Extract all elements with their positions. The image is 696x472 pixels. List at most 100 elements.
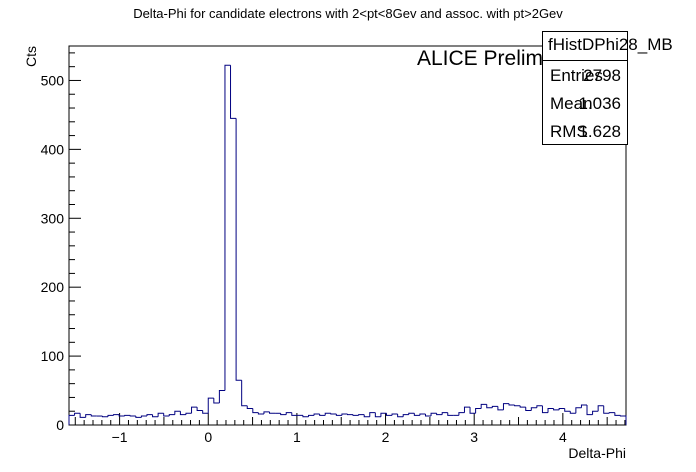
histogram-bin [380, 412, 387, 417]
histogram-bin [218, 390, 225, 403]
histogram-bin [157, 412, 164, 417]
histogram-bin [502, 403, 510, 410]
histogram-bin [140, 415, 147, 418]
histogram-bin [135, 416, 142, 418]
histogram-bin [252, 408, 259, 414]
histogram-bin [447, 412, 454, 416]
histogram-bin [469, 407, 476, 414]
histogram-bin [152, 414, 159, 418]
stats-rms-label: RMS [550, 122, 588, 141]
histogram-bin [246, 405, 253, 409]
histogram-bin [486, 404, 493, 409]
histogram-bin [230, 65, 237, 119]
histogram-bin [191, 406, 198, 414]
x-tick-label: 2 [382, 429, 390, 445]
histogram-bin [347, 413, 354, 416]
x-axis: −1 0 1 2 3 4 [74, 413, 626, 445]
histogram-bin [324, 412, 331, 416]
plot-border [68, 45, 627, 426]
histogram-bin [235, 118, 242, 381]
histogram-bin [124, 414, 131, 417]
histogram-bin [491, 405, 498, 408]
histogram-bin [597, 405, 604, 412]
x-tick-label: −1 [112, 429, 128, 445]
histogram-bin [586, 405, 593, 416]
histogram-bin [313, 413, 320, 416]
histogram-bin [619, 415, 627, 425]
histogram-bin [547, 407, 554, 413]
y-tick-label: 300 [41, 210, 65, 226]
histogram-bin [129, 415, 136, 417]
histogram-bin [369, 412, 376, 417]
y-axis-label: Cts [23, 46, 39, 67]
stats-histogram-name: fHistDPhi28_MB [548, 35, 673, 54]
histogram-bin [85, 414, 92, 418]
histogram-bin [330, 413, 337, 415]
histogram-bin [213, 398, 220, 404]
histogram-bin [385, 413, 393, 416]
x-tick-label: 1 [293, 429, 301, 445]
histogram-bin [541, 405, 549, 414]
histogram-bin [269, 411, 276, 414]
histogram-bin [408, 412, 415, 415]
histogram-bin [335, 413, 342, 416]
histogram-bin [530, 407, 537, 411]
histogram-bin [580, 404, 588, 408]
histogram-bin [419, 413, 426, 416]
y-axis: 0 100 200 300 400 500 [41, 52, 81, 433]
histogram-bin [592, 410, 599, 415]
histogram-bin [113, 414, 120, 416]
histogram-bin [525, 407, 532, 412]
histogram-bin [146, 414, 153, 417]
stats-row-rms: RMS 1.628 [543, 118, 627, 144]
histogram-bin [436, 413, 443, 416]
histogram-bin [241, 380, 248, 407]
histogram-bin [358, 414, 365, 416]
histogram-bin [374, 412, 381, 418]
histogram-bin [168, 414, 175, 417]
histogram-bin [224, 64, 231, 391]
histogram-bin [475, 407, 482, 414]
histogram-bin [74, 412, 81, 416]
x-axis-label: Delta-Phi [568, 445, 626, 461]
histogram-bin [118, 414, 125, 417]
histogram-bin [107, 414, 114, 417]
histogram-bin [553, 408, 560, 411]
histogram-bin [352, 414, 359, 416]
stats-row-entries: Entries 2798 [543, 62, 627, 88]
histogram-bin [319, 413, 326, 416]
stats-separator [543, 60, 627, 61]
histogram-bin [68, 414, 75, 425]
histogram-bin [497, 406, 504, 411]
histogram-bin [608, 412, 615, 414]
histogram-bin [363, 414, 370, 418]
histogram-bin [196, 407, 203, 412]
stats-entries-label: Entries [550, 66, 603, 85]
histogram-bin [257, 412, 264, 415]
histogram-bin [441, 412, 448, 415]
histogram-bin [179, 411, 186, 416]
histogram-bin [174, 410, 181, 415]
histogram-bin [90, 414, 97, 417]
histogram-bin [263, 411, 270, 414]
histogram-bin [430, 412, 437, 417]
histogram-bin [519, 405, 526, 408]
histogram-bin [79, 413, 86, 418]
stats-rms-value: 1.628 [578, 122, 621, 141]
histogram-bin [508, 403, 515, 406]
stats-mean-value: 1.036 [578, 94, 621, 113]
plot-frame [68, 45, 627, 426]
stats-entries-value: 2798 [583, 66, 621, 85]
histogram-bin [285, 412, 292, 415]
histogram-bin [463, 406, 471, 413]
y-tick-label: 200 [41, 279, 65, 295]
histogram-bin [308, 414, 315, 417]
histogram-bin [603, 405, 610, 414]
histogram-bin [564, 408, 571, 412]
x-tick-label: 3 [470, 429, 478, 445]
histogram-bin [280, 413, 287, 416]
histogram-bin [558, 407, 565, 410]
histogram-bin [575, 407, 582, 414]
histogram-bin [614, 412, 621, 416]
